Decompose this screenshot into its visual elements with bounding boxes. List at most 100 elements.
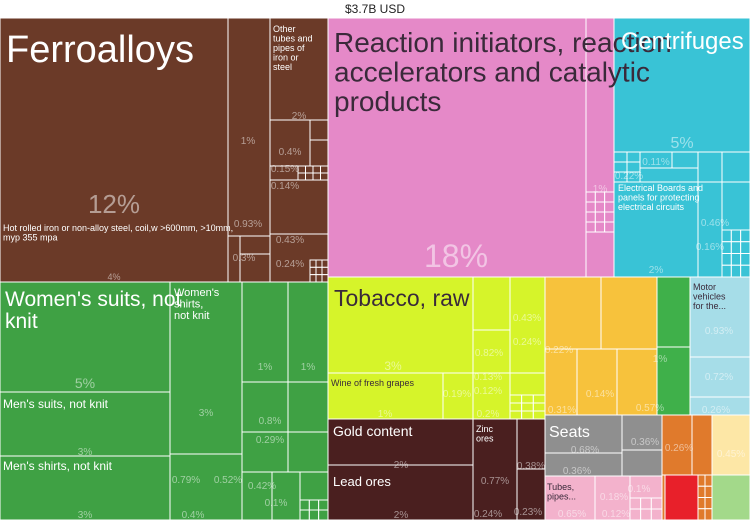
tile-percent-6: 0.4% — [279, 147, 302, 158]
tile-label-22: Women's shirts, not knit — [174, 287, 220, 322]
treemap-small-tile-metals — [320, 165, 329, 174]
tile-percent-49: 2% — [394, 460, 409, 471]
treemap-small-tile-metals — [321, 266, 329, 276]
treemap-tile-food-50 — [544, 348, 578, 420]
treemap-small-tile-metals — [315, 266, 323, 276]
treemap-small-tile-vegetable — [509, 402, 523, 412]
treemap-small-tile-vegetable — [521, 394, 534, 404]
tile-percent-50: 2% — [394, 510, 409, 520]
tile-percent-2: 2% — [292, 111, 307, 122]
treemap-tile-metals-0 — [0, 18, 229, 283]
treemap-small-tile-chemicals — [585, 201, 596, 213]
treemap-tile-minerals-59 — [327, 464, 474, 520]
treemap-tile-vegetable-41 — [509, 276, 546, 374]
tile-percent-52: 0.38% — [517, 461, 545, 472]
tile-percent-42: 0.31% — [548, 405, 576, 416]
treemap-tile-metals-10 — [309, 119, 329, 141]
treemap-small-tile-vegetable — [509, 410, 523, 420]
tile-percent-5: 0.3% — [233, 253, 256, 264]
treemap-tile-machinery-24 — [721, 151, 750, 183]
treemap-small-tile-plastics — [629, 508, 642, 520]
tile-percent-8: 0.14% — [271, 181, 299, 192]
treemap-small-tile-metals — [315, 274, 323, 283]
treemap-tile-stone-72 — [691, 414, 713, 476]
tile-label-1: Hot rolled iron or non-alloy steel, coil… — [3, 223, 233, 242]
treemap-small-tile-machinery — [730, 241, 742, 254]
tile-percent-9: 0.43% — [276, 235, 304, 246]
tile-percent-3: 1% — [241, 136, 256, 147]
treemap-tile-minerals-62 — [516, 468, 546, 520]
tile-percent-41: 0.22% — [545, 345, 573, 356]
treemap-small-tile-chemicals — [594, 211, 606, 223]
treemap-tile-metals-13 — [239, 253, 271, 283]
treemap-small-tile-stone — [704, 485, 713, 498]
treemap-tile-machinery-25 — [721, 181, 750, 231]
treemap-tile-metals-12 — [239, 235, 271, 255]
tile-percent-40: 0.2% — [477, 409, 500, 420]
tile-label-33: Wine of fresh grapes — [331, 378, 415, 388]
treemap-tile-red — [664, 474, 699, 520]
tile-percent-59: 0.18% — [600, 492, 628, 503]
tile-label-32: Tobacco, raw — [334, 285, 470, 311]
treemap-small-tile-machinery — [721, 264, 732, 278]
treemap-small-tile-machinery — [721, 229, 732, 243]
tile-label-51: Zinc ores — [476, 424, 494, 443]
treemap-small-tile-vegetable — [532, 410, 546, 420]
tile-percent-32: 3% — [384, 359, 402, 373]
treemap-small-tile-metals — [309, 266, 317, 276]
treemap-small-tile-chemicals — [585, 211, 596, 223]
treemap-tile-paper-75 — [711, 414, 750, 476]
tile-percent-56: 0.36% — [563, 466, 591, 477]
treemap-small-tile-plastics — [650, 497, 663, 510]
treemap-chart: Ferroalloys Hot rolled iron or non-alloy … — [0, 18, 750, 520]
treemap-small-tile-metals — [309, 259, 317, 268]
treemap-tile-machinery-23 — [697, 151, 723, 183]
treemap-small-tile-chemicals — [594, 201, 606, 213]
chart-title: $3.7B USD — [344, 2, 406, 16]
tile-percent-58: 0.65% — [558, 509, 586, 520]
tile-percent-11: 18% — [424, 238, 488, 274]
treemap-tile-lightgreen — [711, 474, 750, 520]
tile-percent-17: 0.46% — [701, 218, 729, 229]
tile-percent-19: 5% — [75, 375, 95, 391]
tile-percent-22: 3% — [199, 408, 214, 419]
treemap-tile-textiles-35 — [241, 431, 289, 473]
tile-percent-33: 1% — [378, 409, 393, 420]
treemap-tile-textiles-32 — [287, 281, 329, 383]
tile-percent-35: 0.43% — [513, 313, 541, 324]
treemap-tile-misc-66 — [621, 449, 663, 477]
treemap-tile-minerals-60 — [472, 418, 518, 520]
tile-percent-10: 0.24% — [276, 259, 304, 270]
treemap-small-tile-stone — [704, 474, 713, 487]
tile-label-50: Lead ores — [333, 474, 391, 489]
treemap-small-tile-vegetable — [532, 402, 546, 412]
tile-percent-15: 0.11% — [642, 157, 670, 168]
treemap-small-tile-metals — [309, 274, 317, 283]
tile-percent-0: 12% — [88, 189, 140, 219]
treemap-small-tile-machinery — [613, 151, 628, 163]
tile-percent-1: 4% — [107, 272, 120, 282]
treemap-tile-metals-6 — [269, 179, 329, 235]
treemap-tile-machinery-19 — [613, 181, 699, 278]
treemap-tile-textiles-38 — [271, 471, 301, 520]
tile-percent-16: 0.22% — [615, 171, 643, 182]
tile-percent-39: 0.12% — [474, 386, 502, 397]
tile-percent-21: 3% — [78, 510, 93, 520]
tile-percent-12: 1% — [593, 184, 608, 195]
treemap-small-tile-metals — [312, 165, 321, 174]
tile-percent-43: 0.14% — [586, 389, 614, 400]
treemap-small-tile-textiles — [299, 499, 310, 511]
tile-label-2: Other tubes and pipes of iron or steel — [273, 24, 313, 72]
tile-percent-61: 0.1% — [628, 484, 651, 495]
tile-percent-63: 0.45% — [717, 449, 745, 460]
tile-label-21: Men's shirts, not knit — [3, 459, 113, 473]
treemap-tile-textiles-26 — [0, 281, 171, 393]
tile-percent-45: 0.57% — [636, 403, 664, 414]
treemap-tile-machinery-17 — [613, 18, 750, 153]
tile-percent-55: 0.68% — [571, 445, 599, 456]
tile-label-20: Men's suits, not knit — [3, 397, 109, 411]
treemap-small-tile-machinery — [740, 264, 750, 278]
tile-percent-62: 0.26% — [665, 443, 693, 454]
treemap-small-tile-machinery — [740, 241, 750, 254]
tile-label-14: Electrical Boards and panels for protecti… — [618, 183, 703, 212]
